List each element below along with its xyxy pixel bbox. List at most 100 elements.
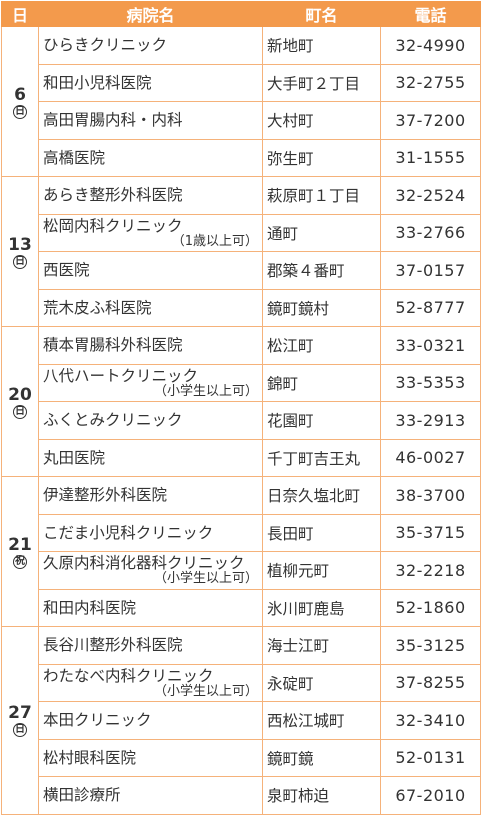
table-row: 和田小児科医院 大手町２丁目 32-2755 (2, 63, 481, 102)
column-header: 日 (1, 1, 39, 27)
table-body: 6 日ひらきクリニック 新地町 32-4990 和田小児科医院 大手町２丁目 32-2755… (1, 26, 481, 815)
phone-cell: 31-1555 (380, 138, 481, 177)
table-row: 和田内科医院 氷川町鹿島 52-1860 (2, 588, 481, 627)
hospital-name: 八代ハートクリニック (43, 366, 199, 385)
phone-cell: 33-2766 (380, 213, 481, 252)
hospital-cell: 荒木皮ふ科医院 (38, 288, 263, 327)
day-number: 20 (8, 384, 32, 405)
phone-cell: 52-8777 (380, 288, 481, 327)
town-cell: 鏡町鏡村 (262, 288, 381, 327)
phone-cell: 67-2010 (380, 776, 481, 815)
phone-cell: 52-0131 (380, 738, 481, 777)
phone-cell: 52-1860 (380, 588, 481, 627)
table-row: 高田胃腸内科・内科 大村町 37-7200 (2, 101, 481, 140)
town-cell: 通町 (262, 213, 381, 252)
hospital-cell: 横田診療所 (38, 776, 263, 815)
hospital-name: 和田内科医院 (43, 598, 137, 617)
phone-cell: 32-3410 (380, 701, 481, 740)
age-note: （1歳以上可） (171, 233, 258, 249)
hospital-cell: 和田小児科医院 (38, 63, 263, 102)
hospital-cell: 久原内科消化器科クリニック （小学生以上可） (38, 551, 263, 590)
hospital-name: 西医院 (43, 261, 90, 280)
weekday: 日 (2, 723, 38, 738)
phone-cell: 32-4990 (380, 26, 481, 65)
table-row: 西医院 郡築４番町 37-0157 (2, 251, 481, 290)
phone-cell: 37-0157 (380, 251, 481, 290)
hospital-name: 横田診療所 (43, 786, 121, 805)
age-note: （小学生以上可） (153, 571, 258, 587)
weekday-label: 日 (13, 404, 27, 419)
age-note: （小学生以上可） (153, 683, 258, 699)
age-note: （小学生以上可） (153, 383, 258, 399)
town-cell: 大手町２丁目 (262, 63, 381, 102)
table-row: 13 日あらき整形外科医院 萩原町１丁目 32-2524 (1, 176, 481, 327)
phone-cell: 32-2218 (380, 551, 481, 590)
table-row: 荒木皮ふ科医院 鏡町鏡村 52-8777 (2, 288, 481, 327)
table-row: 6 日ひらきクリニック 新地町 32-4990 (1, 26, 481, 177)
hospital-name: 荒木皮ふ科医院 (43, 298, 152, 317)
hospital-cell: 西医院 (38, 251, 263, 290)
hospital-cell: あらき整形外科医院 (38, 176, 263, 215)
table-row: 本田クリニック 西松江城町 32-3410 (2, 701, 481, 740)
hospital-cell: 積本胃腸科外科医院 (38, 326, 263, 365)
table-row: 27 日長谷川整形外科医院 海士江町 35-3125 (1, 626, 481, 815)
hospital-cell: 丸田医院 (38, 438, 263, 477)
table-row: 21 祝伊達整形外科医院 日奈久塩北町 38-3700 (1, 476, 481, 627)
table-row: 横田診療所 泉町柿迫 67-2010 (2, 776, 481, 815)
weekday: 日 (2, 404, 38, 419)
day-number: 6 (14, 84, 26, 105)
weekday: 日 (2, 254, 38, 269)
town-cell: 長田町 (262, 513, 381, 552)
hospital-name: 久原内科消化器科クリニック (43, 554, 245, 573)
town-cell: 泉町柿迫 (262, 776, 381, 815)
weekday: 祝 (2, 554, 38, 569)
hospital-name: 高橋医院 (43, 148, 106, 167)
weekday-label: 祝 (13, 554, 27, 569)
weekday: 日 (2, 104, 38, 119)
town-cell: 氷川町鹿島 (262, 588, 381, 627)
town-cell: 日奈久塩北町 (262, 476, 381, 515)
phone-cell: 35-3125 (380, 626, 481, 665)
town-cell: 千丁町吉王丸 (262, 438, 381, 477)
date-cell: 27 日 (1, 626, 39, 815)
phone-cell: 37-7200 (380, 101, 481, 140)
phone-cell: 35-3715 (380, 513, 481, 552)
table-row: 20 日積本胃腸科外科医院 松江町 33-0321 (1, 326, 481, 477)
day-number: 13 (8, 234, 32, 255)
weekday-label: 日 (13, 254, 27, 269)
hospital-name: 積本胃腸科外科医院 (43, 336, 183, 355)
town-cell: 鏡町鏡 (262, 738, 381, 777)
town-cell: 植柳元町 (262, 551, 381, 590)
hospital-name: こだま小児科クリニック (43, 523, 214, 542)
town-cell: 西松江城町 (262, 701, 381, 740)
hospital-cell: 高橋医院 (38, 138, 263, 177)
hospital-name: 長谷川整形外科医院 (43, 636, 183, 655)
hospital-name: ひらきクリニック (43, 36, 168, 55)
hospital-name: 伊達整形外科医院 (43, 486, 168, 505)
table-row: 丸田医院 千丁町吉王丸 46-0027 (2, 438, 481, 477)
phone-cell: 37-8255 (380, 663, 481, 702)
hospital-name: あらき整形外科医院 (43, 186, 183, 205)
hospital-cell: 高田胃腸内科・内科 (38, 101, 263, 140)
town-cell: 海士江町 (262, 626, 381, 665)
hospital-name: わたなべ内科クリニック (43, 666, 214, 685)
phone-cell: 33-5353 (380, 363, 481, 402)
hospital-cell: こだま小児科クリニック (38, 513, 263, 552)
hospital-name: ふくとみクリニック (43, 411, 183, 430)
town-cell: 郡築４番町 (262, 251, 381, 290)
phone-cell: 32-2755 (380, 63, 481, 102)
date-cell: 21 祝 (1, 476, 39, 627)
weekday-label: 日 (13, 723, 27, 738)
table-row: 久原内科消化器科クリニック （小学生以上可） 植柳元町 32-2218 (2, 551, 481, 590)
hospital-cell: 和田内科医院 (38, 588, 263, 627)
table-row: 松岡内科クリニック （1歳以上可） 通町 33-2766 (2, 213, 481, 252)
hospital-name: 丸田医院 (43, 448, 106, 467)
town-cell: 松江町 (262, 326, 381, 365)
table-row: わたなべ内科クリニック （小学生以上可） 永碇町 37-8255 (2, 663, 481, 702)
hospital-cell: 松岡内科クリニック （1歳以上可） (38, 213, 263, 252)
phone-cell: 32-2524 (380, 176, 481, 215)
hospital-cell: 八代ハートクリニック （小学生以上可） (38, 363, 263, 402)
column-header: 電話 (380, 1, 481, 27)
